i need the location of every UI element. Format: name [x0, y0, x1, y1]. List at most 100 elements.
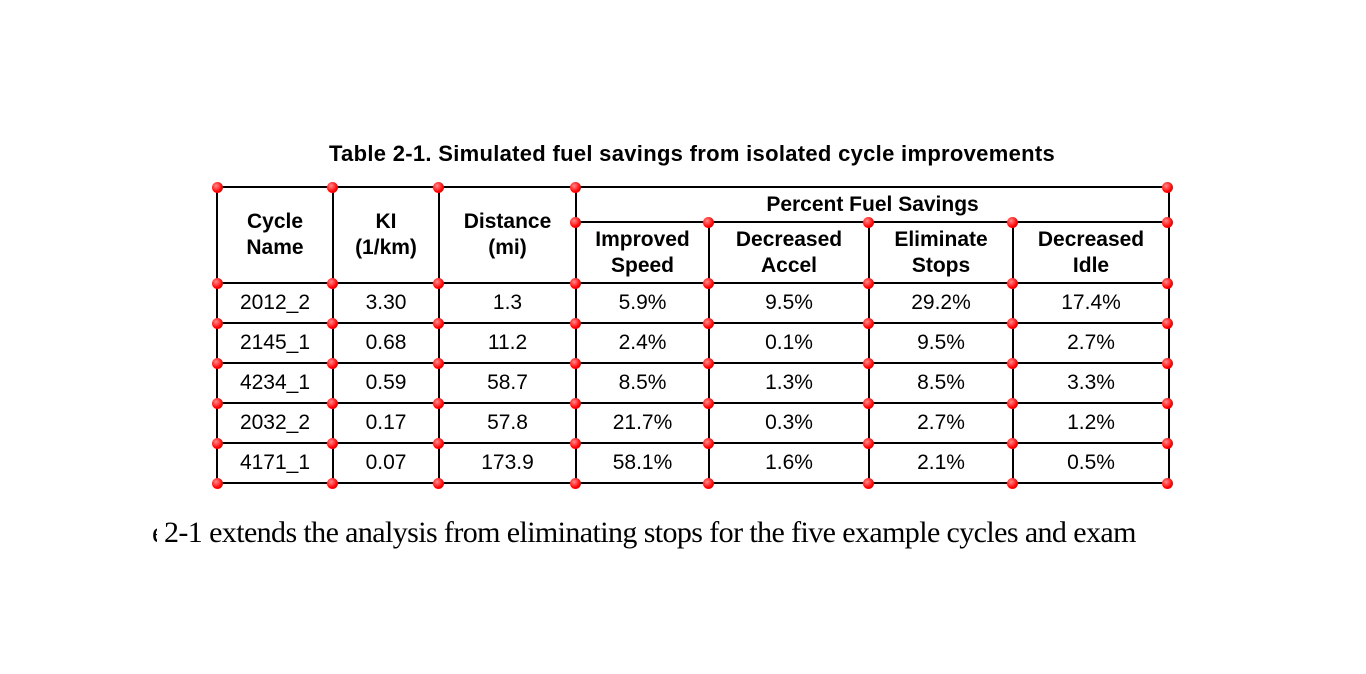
cell-corner-marker [211, 397, 223, 409]
cell-distance: 11.2 [438, 322, 577, 364]
col-header-ki: KI (1/km) [332, 186, 440, 284]
cell-improved-speed: 58.1% [575, 442, 710, 484]
cell-cycle-name: 4171_1 [216, 442, 334, 484]
cell-ki: 0.59 [332, 362, 440, 404]
cell-eliminate-stops: 8.5% [868, 362, 1014, 404]
cell-distance: 1.3 [438, 282, 577, 324]
cell-decreased-idle: 3.3% [1011, 362, 1171, 404]
table-row: 2145_1 0.68 11.2 2.4% 0.1% 9.5% 2.7% [216, 322, 1171, 364]
col-header-decreased-idle: Decreased Idle [1011, 221, 1171, 284]
cell-corner-marker [1006, 357, 1018, 369]
cell-corner-marker [1161, 317, 1173, 329]
cell-decreased-accel: 0.3% [708, 402, 870, 444]
cell-corner-marker [326, 437, 338, 449]
col-header-distance: Distance (mi) [438, 186, 577, 284]
cell-corner-marker [569, 477, 581, 489]
cell-decreased-accel: 0.1% [708, 322, 870, 364]
table-caption: Table 2-1. Simulated fuel savings from i… [328, 141, 1056, 166]
cell-corner-marker [326, 277, 338, 289]
cell-corner-marker [862, 477, 874, 489]
cell-corner-marker [1006, 437, 1018, 449]
cell-corner-marker [1006, 477, 1018, 489]
cell-corner-marker [1161, 181, 1173, 193]
col-header-eliminate-stops: Eliminate Stops [868, 221, 1014, 284]
col-group-header-percent-fuel-savings: Percent Fuel Savings [574, 186, 1171, 223]
cell-improved-speed: 21.7% [575, 402, 710, 444]
cell-corner-marker [569, 277, 581, 289]
body-paragraph-text: 2-1 extends the analysis from eliminatin… [164, 516, 1136, 549]
cell-decreased-idle: 1.2% [1011, 402, 1171, 444]
cell-corner-marker [862, 397, 874, 409]
cell-corner-marker [211, 277, 223, 289]
cell-corner-marker [862, 317, 874, 329]
cell-distance: 58.7 [438, 362, 577, 404]
cell-cycle-name: 4234_1 [216, 362, 334, 404]
cell-distance: 57.8 [438, 402, 577, 444]
cell-corner-marker [326, 397, 338, 409]
cell-corner-marker [432, 181, 444, 193]
cell-corner-marker [432, 437, 444, 449]
cell-corner-marker [569, 216, 581, 228]
table-row: 4171_1 0.07 173.9 58.1% 1.6% 2.1% 0.5% [216, 442, 1171, 484]
cell-corner-marker [211, 477, 223, 489]
cell-corner-marker [569, 437, 581, 449]
cell-cycle-name: 2032_2 [216, 402, 334, 444]
cell-corner-marker [326, 317, 338, 329]
cell-ki: 0.07 [332, 442, 440, 484]
body-paragraph: e2-1 extends the analysis from eliminati… [152, 516, 1362, 550]
cell-corner-marker [702, 477, 714, 489]
col-header-improved-speed: Improved Speed [575, 221, 710, 284]
cell-corner-marker [862, 277, 874, 289]
col-header-decreased-accel: Decreased Accel [708, 221, 870, 284]
cell-corner-marker [1161, 277, 1173, 289]
cell-improved-speed: 8.5% [575, 362, 710, 404]
cell-corner-marker [862, 216, 874, 228]
cell-corner-marker [432, 397, 444, 409]
cell-corner-marker [1006, 216, 1018, 228]
cell-distance: 173.9 [438, 442, 577, 484]
cell-corner-marker [1006, 397, 1018, 409]
cell-corner-marker [862, 357, 874, 369]
cell-corner-marker [211, 181, 223, 193]
cell-corner-marker [862, 437, 874, 449]
table-row: 4234_1 0.59 58.7 8.5% 1.3% 8.5% 3.3% [216, 362, 1171, 404]
col-header-cycle-name: Cycle Name [216, 186, 334, 284]
table-row: 2012_2 3.30 1.3 5.9% 9.5% 29.2% 17.4% [216, 282, 1171, 324]
cell-corner-marker [1006, 317, 1018, 329]
cell-corner-marker [1161, 437, 1173, 449]
cell-corner-marker [702, 317, 714, 329]
cell-corner-marker [326, 357, 338, 369]
cell-ki: 0.17 [332, 402, 440, 444]
cell-eliminate-stops: 29.2% [868, 282, 1014, 324]
cell-corner-marker [432, 477, 444, 489]
cell-improved-speed: 5.9% [575, 282, 710, 324]
cell-corner-marker [702, 216, 714, 228]
cell-corner-marker [211, 437, 223, 449]
cell-corner-marker [702, 437, 714, 449]
cell-corner-marker [211, 317, 223, 329]
cell-corner-marker [702, 357, 714, 369]
table-body: 2012_2 3.30 1.3 5.9% 9.5% 29.2% 17.4% 2145_1 0.6… [216, 282, 1171, 484]
cell-cycle-name: 2145_1 [216, 322, 334, 364]
cell-corner-marker [1006, 277, 1018, 289]
cell-corner-marker [569, 357, 581, 369]
cell-corner-marker [432, 357, 444, 369]
cell-decreased-accel: 1.3% [708, 362, 870, 404]
cell-corner-marker [569, 317, 581, 329]
cell-decreased-accel: 9.5% [708, 282, 870, 324]
cell-corner-marker [702, 277, 714, 289]
cell-corner-marker [1161, 477, 1173, 489]
cell-eliminate-stops: 2.7% [868, 402, 1014, 444]
cell-eliminate-stops: 2.1% [868, 442, 1014, 484]
cell-corner-marker [211, 357, 223, 369]
cell-corner-marker [1161, 216, 1173, 228]
cell-corner-marker [432, 317, 444, 329]
cell-cycle-name: 2012_2 [216, 282, 334, 324]
cell-corner-marker [432, 277, 444, 289]
clipped-character-fragment: e [152, 516, 157, 550]
cell-corner-marker [1161, 397, 1173, 409]
cell-decreased-accel: 1.6% [708, 442, 870, 484]
cell-corner-marker [326, 477, 338, 489]
cell-corner-marker [1161, 357, 1173, 369]
